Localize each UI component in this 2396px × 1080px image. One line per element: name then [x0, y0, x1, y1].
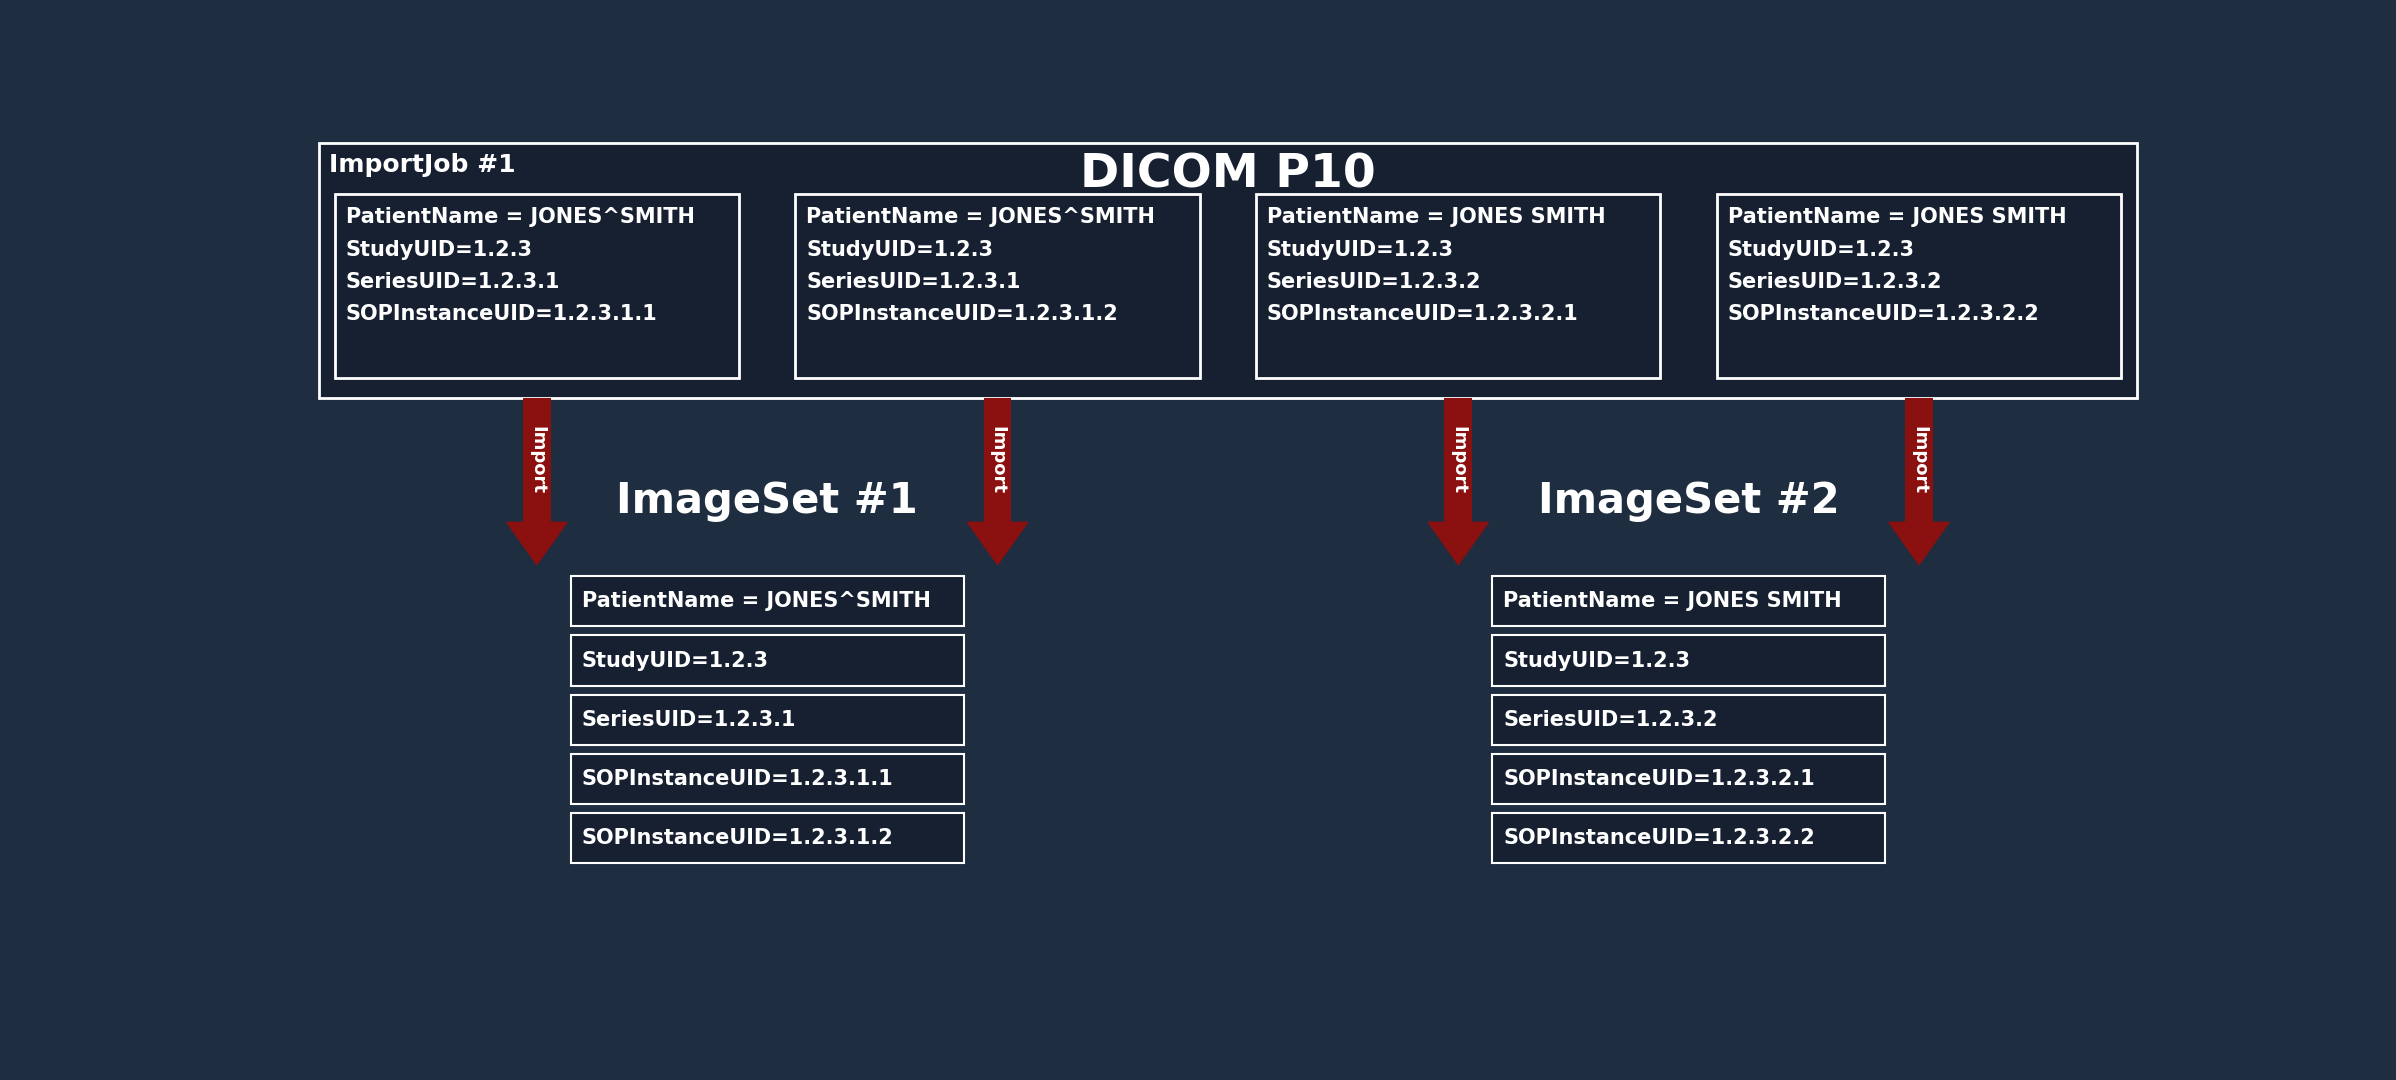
Bar [1256, 193, 1660, 378]
Text: Import: Import [1450, 426, 1466, 494]
Polygon shape [1888, 523, 1948, 565]
Text: PatientName = JONES SMITH: PatientName = JONES SMITH [1502, 591, 1843, 611]
Text: ImportJob #1: ImportJob #1 [328, 152, 515, 177]
Text: SeriesUID=1.2.3.1: SeriesUID=1.2.3.1 [805, 272, 1021, 292]
Text: SOPInstanceUID=1.2.3.1.1: SOPInstanceUID=1.2.3.1.1 [345, 305, 657, 324]
Bar [1493, 813, 1886, 863]
Text: Import: Import [527, 426, 546, 494]
Bar [795, 193, 1200, 378]
Bar [1445, 397, 1471, 523]
Bar [985, 397, 1011, 523]
Bar [570, 694, 963, 745]
Text: DICOM P10: DICOM P10 [1081, 152, 1375, 198]
Bar [570, 813, 963, 863]
Polygon shape [1428, 523, 1488, 565]
Text: SOPInstanceUID=1.2.3.2.1: SOPInstanceUID=1.2.3.2.1 [1267, 305, 1579, 324]
Bar [1493, 577, 1886, 626]
Text: StudyUID=1.2.3: StudyUID=1.2.3 [345, 240, 532, 259]
Text: PatientName = JONES^SMITH: PatientName = JONES^SMITH [805, 207, 1155, 228]
Text: PatientName = JONES SMITH: PatientName = JONES SMITH [1728, 207, 2065, 228]
Text: ImageSet #2: ImageSet #2 [1538, 480, 1840, 522]
Bar [319, 144, 2137, 397]
Text: PatientName = JONES^SMITH: PatientName = JONES^SMITH [582, 591, 930, 611]
Text: StudyUID=1.2.3: StudyUID=1.2.3 [582, 650, 769, 671]
Bar [570, 577, 963, 626]
Text: SOPInstanceUID=1.2.3.1.2: SOPInstanceUID=1.2.3.1.2 [582, 828, 894, 849]
Text: StudyUID=1.2.3: StudyUID=1.2.3 [1267, 240, 1454, 259]
Polygon shape [968, 523, 1028, 565]
Text: PatientName = JONES^SMITH: PatientName = JONES^SMITH [345, 207, 695, 228]
Text: SeriesUID=1.2.3.1: SeriesUID=1.2.3.1 [582, 710, 795, 730]
Bar [1493, 635, 1886, 686]
Bar [522, 397, 551, 523]
Text: Import: Import [990, 426, 1006, 494]
Bar [1493, 754, 1886, 805]
Text: SOPInstanceUID=1.2.3.1.1: SOPInstanceUID=1.2.3.1.1 [582, 769, 894, 789]
Text: SeriesUID=1.2.3.1: SeriesUID=1.2.3.1 [345, 272, 561, 292]
Text: SeriesUID=1.2.3.2: SeriesUID=1.2.3.2 [1267, 272, 1481, 292]
Bar [1493, 694, 1886, 745]
Bar [570, 635, 963, 686]
Text: SeriesUID=1.2.3.2: SeriesUID=1.2.3.2 [1728, 272, 1943, 292]
Text: SOPInstanceUID=1.2.3.2.2: SOPInstanceUID=1.2.3.2.2 [1502, 828, 1814, 849]
Bar [1718, 193, 2120, 378]
Text: Import: Import [1910, 426, 1929, 494]
Text: SOPInstanceUID=1.2.3.2.1: SOPInstanceUID=1.2.3.2.1 [1502, 769, 1814, 789]
Text: StudyUID=1.2.3: StudyUID=1.2.3 [1502, 650, 1689, 671]
Text: PatientName = JONES SMITH: PatientName = JONES SMITH [1267, 207, 1605, 228]
Polygon shape [508, 523, 568, 565]
Text: SOPInstanceUID=1.2.3.1.2: SOPInstanceUID=1.2.3.1.2 [805, 305, 1119, 324]
Text: StudyUID=1.2.3: StudyUID=1.2.3 [1728, 240, 1914, 259]
Bar [570, 754, 963, 805]
Text: StudyUID=1.2.3: StudyUID=1.2.3 [805, 240, 994, 259]
Text: ImageSet #1: ImageSet #1 [616, 480, 918, 522]
Text: SeriesUID=1.2.3.2: SeriesUID=1.2.3.2 [1502, 710, 1718, 730]
Bar [1905, 397, 1934, 523]
Bar [335, 193, 738, 378]
Text: SOPInstanceUID=1.2.3.2.2: SOPInstanceUID=1.2.3.2.2 [1728, 305, 2039, 324]
